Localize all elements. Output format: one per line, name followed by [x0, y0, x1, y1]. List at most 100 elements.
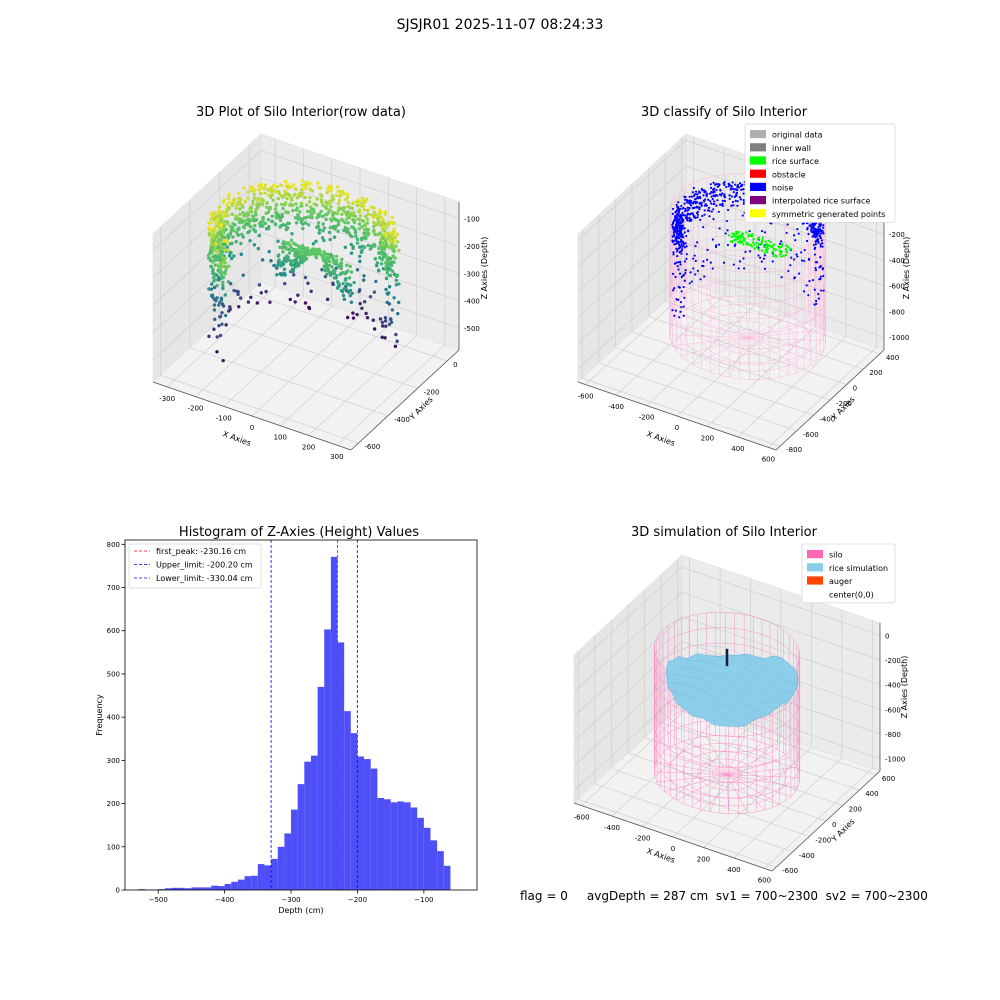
raw-point [295, 196, 300, 200]
silo-wire-spoke [726, 774, 800, 778]
rice-surface-point [753, 247, 756, 250]
silo-wire-spoke [674, 744, 728, 775]
raw-point [328, 217, 333, 221]
raw-point [336, 208, 341, 213]
noise-point [719, 188, 722, 191]
raw-point [302, 183, 306, 188]
x-gridline [672, 589, 782, 838]
raw-point [342, 287, 347, 291]
noise-point [763, 231, 767, 234]
noise-point [677, 285, 680, 288]
noise-point [703, 275, 706, 278]
raw-point [284, 227, 288, 232]
raw-point [346, 221, 350, 225]
raw-point [219, 223, 223, 227]
raw-point [332, 276, 337, 280]
raw-point [246, 211, 250, 215]
noise-point [714, 183, 717, 186]
raw-point [228, 305, 232, 309]
noise-point [723, 195, 726, 198]
rice-surface-point [732, 232, 736, 235]
noise-point [684, 269, 687, 272]
raw-point [387, 256, 392, 260]
noise-point [688, 195, 691, 198]
raw-point [210, 214, 214, 218]
raw-point [222, 223, 227, 227]
raw-point [342, 228, 346, 233]
raw-point [392, 296, 396, 300]
rice-surface-point [784, 247, 788, 251]
raw-point [232, 254, 236, 258]
raw-point [387, 302, 392, 306]
noise-point [675, 237, 678, 241]
noise-point [813, 247, 816, 251]
noise-point [679, 250, 682, 253]
raw-point [358, 245, 362, 249]
raw-point [220, 302, 225, 306]
raw-point [348, 264, 352, 269]
raw-point [256, 204, 260, 209]
noise-point [721, 204, 724, 208]
x-tick-label: -400 [604, 824, 620, 832]
x-tick-label: -200 [639, 414, 655, 422]
raw-point [386, 291, 391, 295]
raw-point [351, 311, 355, 315]
x-tick-label: 100 [274, 434, 287, 442]
raw-point [311, 207, 316, 211]
raw-point [284, 245, 288, 250]
noise-point [695, 201, 699, 204]
raw-point [332, 211, 336, 215]
noise-point [759, 256, 762, 259]
y-tick-label: -200 [836, 400, 852, 408]
legend-label: symmetric generated points [772, 210, 885, 219]
noise-point [685, 234, 688, 238]
noise-point [809, 225, 812, 228]
silo-wire-spoke [671, 323, 748, 338]
noise-point [683, 279, 686, 282]
raw-point [326, 263, 330, 268]
noise-point [818, 278, 821, 281]
raw-point [300, 253, 304, 258]
raw-point [349, 251, 354, 255]
rice-surface-point [733, 238, 736, 242]
raw-point [257, 202, 262, 206]
raw-point [249, 205, 253, 210]
noise-point [793, 258, 796, 261]
raw-point [223, 272, 227, 276]
silo-wire-spoke [669, 334, 748, 338]
raw-point [322, 259, 326, 263]
raw-point [346, 269, 350, 273]
rice-surface-point [752, 238, 755, 241]
raw-point [283, 273, 287, 277]
noise-point [796, 255, 799, 258]
z-tick-label: -600 [889, 283, 905, 291]
rice-surface-point [766, 244, 769, 248]
raw-point [287, 258, 291, 262]
raw-point [353, 214, 357, 219]
rice-surface-point [755, 241, 758, 245]
noise-point [706, 258, 709, 261]
raw-point [330, 198, 335, 202]
histogram-bar [410, 807, 418, 890]
raw-point [366, 212, 371, 216]
histogram-bar [443, 865, 451, 890]
raw-point [301, 248, 306, 252]
noise-point [677, 209, 681, 212]
raw-point [263, 186, 267, 191]
raw-point [241, 205, 245, 209]
noise-point [717, 243, 721, 246]
noise-point [677, 242, 680, 245]
raw-point [384, 324, 388, 328]
raw-point [345, 263, 349, 267]
raw-point [223, 248, 227, 252]
raw-point [359, 203, 364, 208]
noise-point [679, 231, 683, 234]
rice-surface-point [784, 254, 788, 257]
raw-point [215, 218, 219, 222]
plot-frame [124, 539, 478, 891]
raw-point [233, 223, 237, 227]
rice-surface-point [780, 242, 784, 246]
raw-point [225, 220, 230, 224]
raw-point [223, 214, 228, 218]
noise-point [810, 229, 813, 232]
